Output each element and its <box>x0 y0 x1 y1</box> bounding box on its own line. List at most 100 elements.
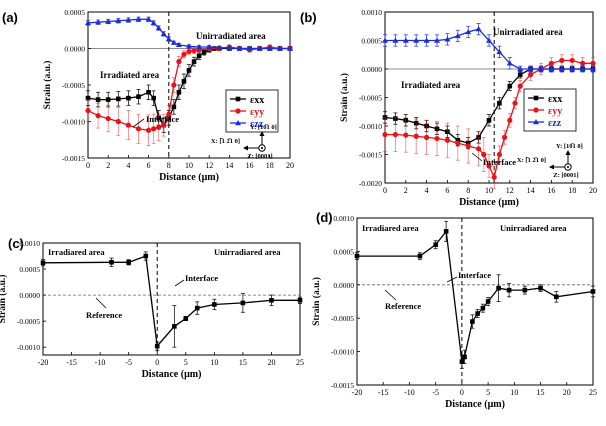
irradiated-label: Irradiated area <box>401 80 461 90</box>
data-point <box>413 133 419 139</box>
data-point <box>417 253 423 259</box>
legend-label: εxx <box>250 95 264 106</box>
y-tick-label: 0.0010 <box>333 214 354 223</box>
data-point <box>151 126 157 132</box>
data-point <box>522 287 528 293</box>
y-tick-label: 0.0000 <box>361 65 382 74</box>
x-axis-label: Distance (μm) <box>142 369 202 380</box>
data-point <box>166 111 172 117</box>
data-point <box>433 242 438 248</box>
data-point <box>183 316 189 321</box>
x-tick-label: 20 <box>286 161 294 170</box>
data-point <box>186 43 192 49</box>
data-point <box>125 17 132 23</box>
x-tick-label: 8 <box>167 161 171 170</box>
series-line <box>357 229 594 364</box>
x-tick-label: 6 <box>445 186 449 195</box>
x-tick-label: 10 <box>510 388 518 397</box>
x-tick-label: 0 <box>155 358 159 367</box>
x-tick-label: 2 <box>404 186 408 195</box>
x-tick-label: 25 <box>296 358 304 367</box>
data-point <box>176 59 182 65</box>
series-line <box>42 255 300 348</box>
data-point <box>181 79 187 84</box>
data-point <box>459 359 465 364</box>
data-point <box>497 100 502 106</box>
panel-c: (c) -20 -15 -10 -5 0 5 10 15 20 25 0.0010 0.0005 0.00… <box>0 236 304 380</box>
data-point <box>191 59 197 64</box>
data-point <box>194 305 200 311</box>
y-axis-label: Strain (a.u.) <box>0 275 8 324</box>
reference-arrow <box>95 297 107 309</box>
data-point <box>423 37 430 43</box>
data-point <box>109 259 114 265</box>
panel-letter: (a) <box>2 10 18 25</box>
data-point <box>105 115 111 122</box>
data-point <box>160 30 167 37</box>
x-tick-label: 16 <box>246 161 254 170</box>
data-point <box>354 253 360 259</box>
y-axis-label: Strain (a.u.) <box>311 277 322 326</box>
y-tick-label: -0.0005 <box>62 81 85 90</box>
x-tick-label: -20 <box>352 388 363 397</box>
irradiated-label: Irradiared area <box>48 247 105 257</box>
x-arrow-head <box>549 164 554 170</box>
axis-direction-y: Y: [10̅1 0] <box>556 143 583 150</box>
legend-marker <box>235 120 241 126</box>
series-2 <box>85 16 293 51</box>
data-point <box>191 48 197 54</box>
y-tick-label: -0.0005 <box>17 317 40 326</box>
y-tick-label: 0.0000 <box>19 291 40 300</box>
y-tick-label: -0.0015 <box>359 151 382 160</box>
data-point <box>175 41 182 48</box>
legend-label: εzz <box>250 119 264 130</box>
data-point <box>558 66 565 72</box>
interface-label: Interface <box>185 273 218 283</box>
x-tick-label: 6 <box>147 161 151 170</box>
data-point <box>181 51 187 57</box>
y-tick-label: 0.0000 <box>333 281 354 290</box>
panel-letter: (b) <box>300 10 317 25</box>
interface-label: Interface <box>458 270 491 280</box>
data-point <box>481 151 487 158</box>
data-point <box>402 37 409 43</box>
axis-direction-x: X: [̅1 2̅1 0] <box>211 138 240 145</box>
data-point <box>486 37 492 43</box>
x-tick-label: 5 <box>486 388 490 397</box>
data-point <box>512 100 518 106</box>
data-point <box>392 131 398 138</box>
data-point <box>480 305 486 311</box>
data-point <box>206 44 213 50</box>
panel-b: (b) 0 2 4 6 8 10 12 14 16 18 20 0.0010 0.0005 0.0000 -0… <box>300 8 597 208</box>
unirradiated-label: Unirradiared area <box>500 223 567 233</box>
data-point <box>559 57 565 64</box>
data-point <box>196 44 203 50</box>
data-point <box>146 90 151 95</box>
y-tick-label: -0.0010 <box>359 122 382 131</box>
data-point <box>196 53 202 59</box>
plot-frame <box>356 217 594 386</box>
panel-d: (d) -20 -15 -10 -5 0 5 10 15 20 25 0.0010 0.0005 0.00… <box>311 210 597 410</box>
panel-a: (a) 0 2 4 6 8 10 12 14 16 18 20 0.0005 0.0000 -0.0005 -… <box>2 8 294 183</box>
x-tick-label: 4 <box>425 186 429 195</box>
y-tick-label: -0.0010 <box>17 343 40 352</box>
interface-label: Interface <box>483 157 516 167</box>
series-0 <box>40 251 303 351</box>
data-point <box>151 95 156 101</box>
data-point <box>569 66 576 72</box>
x-tick-label: 18 <box>568 186 576 195</box>
reference-label: Reference <box>86 310 122 320</box>
data-point <box>126 95 131 101</box>
series-0 <box>354 220 596 369</box>
legend-label: εxx <box>548 94 562 105</box>
data-point <box>156 124 162 130</box>
data-point <box>403 132 409 138</box>
x-tick-label: 14 <box>527 186 535 195</box>
data-point <box>115 118 121 125</box>
data-point <box>216 44 223 50</box>
data-point <box>506 60 513 66</box>
irradiated-label: Irradiared area <box>362 223 419 233</box>
data-point <box>145 16 152 22</box>
y-tick-label: -0.0015 <box>62 154 85 163</box>
panel-letter: (d) <box>316 210 333 225</box>
